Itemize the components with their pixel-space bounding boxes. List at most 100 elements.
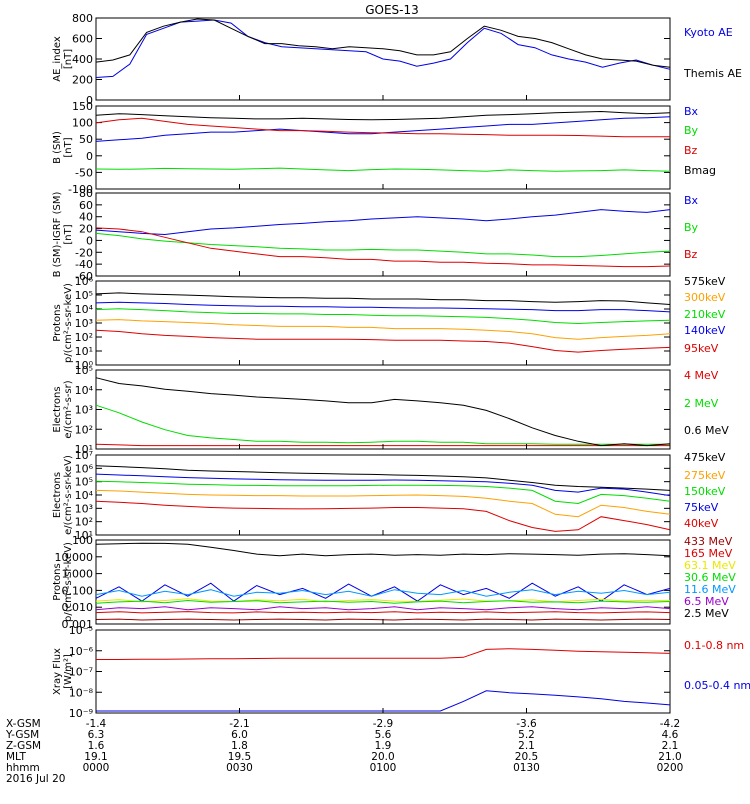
series-line-5-2 — [95, 480, 671, 505]
y-tick-label-0-0: 0 — [86, 94, 93, 107]
series-line-3-1 — [95, 319, 671, 340]
x-tick-label-4-0: 0000 — [83, 762, 110, 774]
chart-title: GOES-13 — [365, 3, 419, 17]
series-line-2-1 — [95, 232, 671, 258]
panel-frame-1 — [95, 105, 671, 190]
y-axis-label-0-0: AE_index — [52, 36, 63, 82]
series-line-6-1 — [95, 611, 671, 614]
legend-entry-3-1: 300keV — [684, 291, 726, 304]
y-tick-label-3-0: 10⁰ — [75, 359, 94, 372]
y-tick-label-3-3: 10³ — [75, 317, 93, 330]
y-tick-label-6-4: 10.000 — [55, 551, 94, 564]
series-line-2-2 — [95, 227, 671, 268]
y-tick-label-7-1: 10⁻⁸ — [69, 686, 94, 699]
panel-frame-7 — [95, 629, 671, 714]
series-line-6-2 — [95, 598, 671, 603]
y-tick-label-0-3: 600 — [72, 33, 93, 46]
x-row-label-1: Y-GSM — [5, 729, 39, 741]
x-tick-label-3-0: 19.1 — [84, 751, 107, 763]
x-tick-label-2-1: 1.8 — [231, 740, 248, 752]
y-tick-label-5-1: 10² — [75, 516, 93, 529]
series-line-1-3 — [95, 110, 671, 121]
legend-entry-1-3: Bmag — [684, 164, 716, 177]
x-tick-label-1-0: 6.3 — [88, 729, 105, 741]
y-tick-label-2-3: 0 — [86, 234, 93, 247]
y-tick-label-0-1: 200 — [72, 74, 93, 87]
series-line-5-1 — [95, 489, 671, 518]
legend-entry-6-0: 433 MeV — [684, 535, 733, 548]
y-tick-label-1-5: 150 — [72, 100, 93, 113]
y-tick-label-7-0: 10⁻⁹ — [69, 707, 93, 720]
x-tick-label-1-1: 6.0 — [231, 729, 248, 741]
y-tick-label-3-4: 10⁴ — [75, 303, 94, 316]
y-tick-label-1-3: 50 — [79, 133, 93, 146]
y-tick-label-0-2: 400 — [72, 53, 93, 66]
y-axis-label-1-1: [nT] — [63, 137, 74, 157]
y-tick-label-6-5: 100 — [72, 534, 93, 547]
y-tick-label-4-1: 10² — [75, 423, 93, 436]
x-tick-label-1-4: 4.6 — [662, 729, 679, 741]
y-tick-label-7-3: 10⁻⁶ — [69, 645, 94, 658]
y-axis-label-4-0: Electrons — [52, 386, 63, 432]
legend-entry-1-0: Bx — [684, 105, 699, 118]
y-axis-label-6-0: Protons — [52, 563, 63, 600]
legend-entry-3-3: 140keV — [684, 324, 726, 337]
y-tick-label-5-0: 10¹ — [75, 529, 93, 542]
y-axis-label-3-0: Protons — [52, 304, 63, 341]
y-tick-label-2-0: -60 — [75, 270, 93, 283]
y-tick-label-1-4: 100 — [72, 117, 93, 130]
y-axis-label-7-1: [W/m²] — [63, 654, 74, 689]
legend-entry-6-3: 30.6 MeV — [684, 571, 736, 584]
series-line-3-2 — [95, 308, 671, 325]
y-tick-label-3-1: 10¹ — [75, 345, 93, 358]
y-tick-label-4-4: 10⁵ — [75, 364, 93, 377]
x-row-label-0: X-GSM — [6, 718, 41, 730]
series-line-5-0 — [95, 465, 671, 491]
legend-entry-4-1: 2 MeV — [684, 397, 719, 410]
y-tick-label-2-5: 40 — [79, 211, 93, 224]
legend-entry-5-3: 75keV — [684, 501, 719, 514]
y-tick-label-5-4: 10⁵ — [75, 476, 93, 489]
legend-entry-6-1: 165 MeV — [684, 547, 733, 560]
x-tick-label-4-4: 0200 — [657, 762, 684, 774]
x-tick-label-0-3: -3.6 — [516, 718, 537, 730]
x-tick-label-2-3: 2.1 — [518, 740, 535, 752]
y-tick-label-2-2: -20 — [75, 246, 93, 259]
legend-entry-6-2: 63.1 MeV — [684, 559, 736, 572]
legend-entry-5-1: 275keV — [684, 469, 726, 482]
y-axis-label-5-1: e/(cm²-s-sr-keV) — [63, 455, 74, 535]
series-line-1-2 — [95, 117, 670, 138]
legend-entry-3-2: 210keV — [684, 308, 726, 321]
y-tick-label-6-3: 1.000 — [62, 568, 94, 581]
x-tick-label-4-2: 0100 — [370, 762, 397, 774]
legend-entry-5-0: 475keV — [684, 451, 726, 464]
y-axis-label-2-1: [nT] — [63, 224, 74, 244]
legend-entry-4-0: 4 MeV — [684, 369, 719, 382]
legend-entry-4-2: 0.6 MeV — [684, 424, 729, 437]
x-tick-label-0-4: -4.2 — [660, 718, 681, 730]
y-tick-label-1-2: 0 — [86, 150, 93, 163]
x-tick-label-3-1: 19.5 — [228, 751, 251, 763]
x-tick-label-1-3: 5.2 — [518, 729, 535, 741]
series-line-0-0 — [95, 19, 671, 78]
x-tick-label-0-0: -1.4 — [86, 718, 107, 730]
x-row-label-5: 2016 Jul 20 — [6, 773, 65, 785]
x-tick-label-0-1: -2.1 — [229, 718, 250, 730]
y-axis-label-4-1: e/(cm²-s-sr) — [63, 380, 74, 438]
series-line-4-1 — [95, 404, 670, 445]
y-axis-label-6-1: p/(cm²-s-sr-keV) — [63, 542, 74, 622]
y-axis-label-0-1: [nT] — [63, 49, 74, 69]
series-line-5-4 — [95, 500, 671, 532]
x-tick-label-1-2: 5.6 — [375, 729, 392, 741]
legend-entry-3-4: 95keV — [684, 342, 719, 355]
y-tick-label-3-6: 10⁶ — [75, 275, 94, 288]
x-tick-label-0-2: -2.9 — [373, 718, 394, 730]
legend-entry-7-0: 0.1-0.8 nm — [684, 639, 744, 652]
y-tick-label-2-1: -40 — [75, 258, 93, 271]
x-tick-label-3-3: 20.5 — [515, 751, 538, 763]
series-line-6-6 — [95, 542, 671, 557]
y-tick-label-6-0: 0.001 — [62, 618, 94, 631]
x-row-label-4: hhmm — [6, 762, 40, 774]
legend-entry-5-4: 40keV — [684, 517, 719, 530]
